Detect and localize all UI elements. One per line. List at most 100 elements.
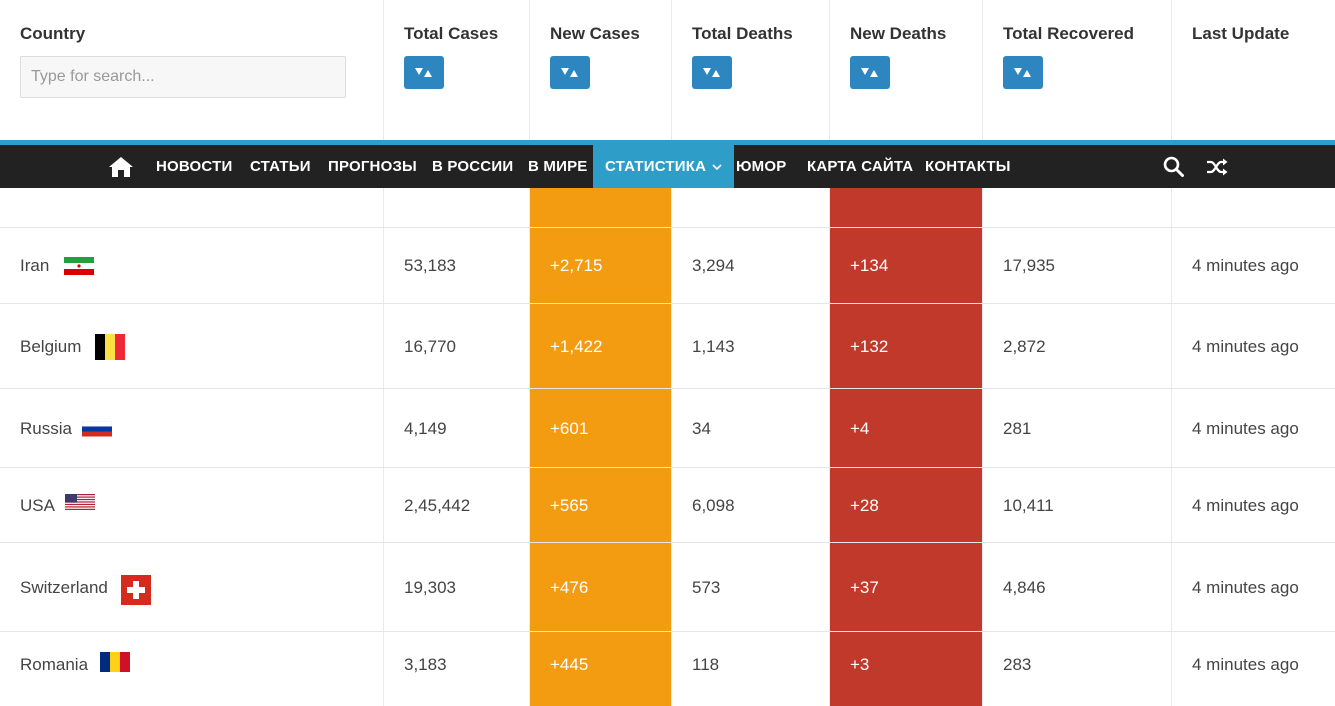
country-name: Switzerland bbox=[20, 577, 108, 597]
new-cases: +2,715 bbox=[550, 256, 603, 275]
total-recovered: 283 bbox=[1003, 655, 1032, 674]
sort-new-deaths-button[interactable] bbox=[850, 56, 890, 89]
country-name: Belgium bbox=[20, 336, 82, 356]
iran-flag-icon bbox=[64, 257, 94, 275]
header-total-cases: Total Cases bbox=[404, 24, 499, 43]
table-row: Russia 4,149 +601 34 +4 281 4 minutes ag… bbox=[0, 389, 1335, 468]
nav-item-sitemap[interactable]: КАРТА САЙТА bbox=[807, 158, 914, 175]
total-deaths: 3,294 bbox=[692, 256, 735, 275]
total-deaths: 6,098 bbox=[692, 495, 735, 515]
sort-icon bbox=[561, 67, 578, 77]
random-post-button[interactable] bbox=[1206, 145, 1228, 188]
new-deaths: +3 bbox=[850, 655, 870, 674]
total-cases: 16,770 bbox=[404, 336, 456, 356]
nav-item-articles[interactable]: СТАТЬИ bbox=[250, 158, 311, 175]
sort-total-cases-button[interactable] bbox=[404, 56, 444, 89]
new-cases: +601 bbox=[550, 418, 589, 438]
nav-accent-line bbox=[0, 140, 1335, 145]
new-deaths: +37 bbox=[850, 577, 879, 597]
header-new-cases: New Cases bbox=[550, 24, 640, 43]
column-divider bbox=[529, 0, 530, 706]
total-recovered: 281 bbox=[1003, 418, 1032, 438]
total-recovered: 10,411 bbox=[1003, 495, 1054, 515]
home-link[interactable] bbox=[108, 145, 134, 188]
header-total-deaths: Total Deaths bbox=[692, 24, 793, 43]
table-row: USA 2,45,442 +565 6,098 +28 10,411 4 min… bbox=[0, 468, 1335, 543]
total-deaths: 34 bbox=[692, 418, 711, 438]
country-name: USA bbox=[20, 495, 55, 515]
total-cases: 3,183 bbox=[404, 655, 447, 674]
column-divider bbox=[1171, 0, 1172, 706]
new-deaths: +28 bbox=[850, 495, 879, 515]
main-nav: НОВОСТИ СТАТЬИ ПРОГНОЗЫ В РОССИИ В МИРЕ … bbox=[0, 140, 1335, 188]
sort-total-recovered-button[interactable] bbox=[1003, 56, 1043, 89]
chevron-down-icon bbox=[712, 164, 723, 171]
sort-new-cases-button[interactable] bbox=[550, 56, 590, 89]
last-update: 4 minutes ago bbox=[1192, 495, 1299, 515]
total-recovered: 2,872 bbox=[1003, 336, 1046, 356]
nav-item-label: СТАТИСТИКА bbox=[605, 158, 707, 175]
sort-icon bbox=[1014, 67, 1031, 77]
nav-item-forecasts[interactable]: ПРОГНОЗЫ bbox=[328, 158, 417, 175]
total-deaths: 118 bbox=[692, 655, 720, 674]
total-deaths: 573 bbox=[692, 577, 721, 597]
total-recovered: 4,846 bbox=[1003, 577, 1046, 597]
table-header: Country Total Cases New Cases Total Deat… bbox=[0, 0, 1335, 140]
total-cases: 19,303 bbox=[404, 577, 456, 597]
total-deaths: 1,143 bbox=[692, 336, 735, 356]
total-cases: 2,45,442 bbox=[404, 495, 471, 515]
last-update: 4 minutes ago bbox=[1192, 256, 1299, 275]
table-row: Switzerland 19,303 +476 573 +37 4,846 4 … bbox=[0, 543, 1335, 632]
home-icon bbox=[109, 156, 133, 177]
table-row: Romania 3,183 +445 118 +3 283 4 minutes … bbox=[0, 632, 1335, 706]
last-update: 4 minutes ago bbox=[1192, 336, 1299, 356]
total-cases: 53,183 bbox=[404, 256, 456, 275]
total-cases: 4,149 bbox=[404, 418, 447, 438]
usa-flag-icon bbox=[65, 493, 95, 510]
last-update: 4 minutes ago bbox=[1192, 577, 1299, 597]
last-update: 4 minutes ago bbox=[1192, 655, 1299, 674]
russia-flag-icon bbox=[82, 421, 112, 436]
new-cases: +445 bbox=[550, 655, 589, 674]
column-divider bbox=[829, 0, 830, 706]
new-cases: +1,422 bbox=[550, 336, 603, 356]
sort-icon bbox=[415, 67, 432, 77]
romania-flag-icon bbox=[100, 652, 130, 672]
header-total-recovered: Total Recovered bbox=[1003, 24, 1135, 43]
header-last-update: Last Update bbox=[1192, 24, 1290, 43]
shuffle-icon bbox=[1207, 158, 1228, 175]
total-recovered: 17,935 bbox=[1003, 256, 1055, 275]
new-cases: +565 bbox=[550, 495, 589, 515]
country-name: Romania bbox=[20, 655, 89, 674]
nav-item-humor[interactable]: ЮМОР bbox=[736, 158, 787, 175]
new-cases: +476 bbox=[550, 577, 589, 597]
nav-item-world[interactable]: В МИРЕ bbox=[528, 158, 588, 175]
sort-icon bbox=[861, 67, 878, 77]
nav-item-russia[interactable]: В РОССИИ bbox=[432, 158, 514, 175]
switzerland-flag-icon bbox=[121, 574, 151, 605]
sort-total-deaths-button[interactable] bbox=[692, 56, 732, 89]
new-deaths: +4 bbox=[850, 418, 870, 438]
header-new-deaths: New Deaths bbox=[850, 24, 947, 43]
new-deaths: +132 bbox=[850, 336, 889, 356]
nav-item-statistics[interactable]: СТАТИСТИКА bbox=[593, 145, 735, 188]
country-search-input[interactable] bbox=[20, 56, 346, 98]
nav-item-contacts[interactable]: КОНТАКТЫ bbox=[925, 158, 1011, 175]
nav-item-news[interactable]: НОВОСТИ bbox=[156, 158, 233, 175]
column-divider bbox=[671, 0, 672, 706]
new-deaths-column-band bbox=[830, 140, 982, 706]
new-deaths: +134 bbox=[850, 256, 889, 275]
table-row bbox=[0, 140, 1335, 228]
table-row: Iran 53,183 +2,715 3,294 +134 17,935 4 m… bbox=[0, 228, 1335, 304]
belgium-flag-icon bbox=[95, 333, 125, 360]
sort-icon bbox=[703, 67, 720, 77]
column-divider bbox=[982, 0, 983, 706]
last-update: 4 minutes ago bbox=[1192, 418, 1299, 438]
column-divider bbox=[383, 0, 384, 706]
search-button[interactable] bbox=[1163, 145, 1184, 188]
header-country: Country bbox=[20, 24, 86, 43]
new-cases-column-band bbox=[530, 140, 671, 706]
table-row: Belgium 16,770 +1,422 1,143 +132 2,872 4… bbox=[0, 304, 1335, 389]
country-name: Iran bbox=[20, 256, 50, 275]
